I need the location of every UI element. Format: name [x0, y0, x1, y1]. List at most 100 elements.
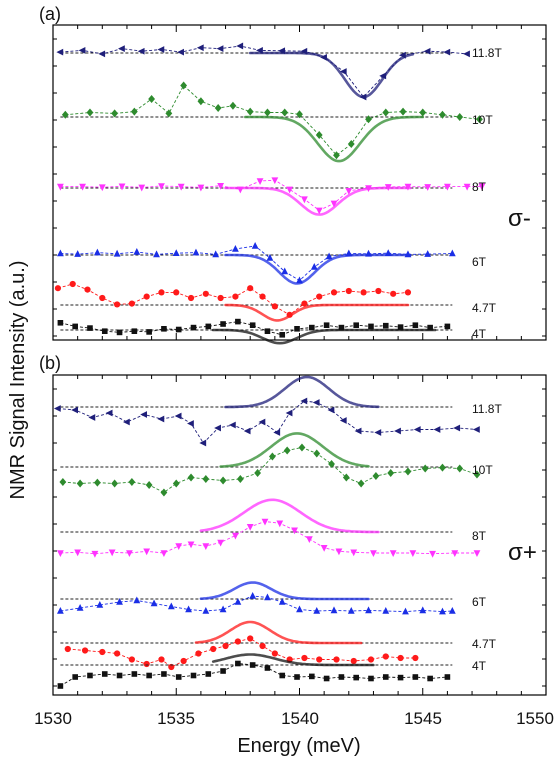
field-label: 6T [472, 595, 487, 609]
data-point [347, 140, 355, 148]
data-point [131, 328, 138, 334]
data-point [91, 550, 99, 558]
data-point [64, 645, 71, 653]
data-point [315, 131, 323, 139]
data-point [108, 549, 116, 557]
data-point [399, 51, 406, 59]
data-point [96, 601, 104, 608]
data-point [157, 415, 165, 423]
data-point [101, 328, 108, 334]
data-point [268, 452, 276, 461]
data-point [402, 607, 409, 615]
data-point [264, 108, 271, 117]
data-point [57, 683, 64, 689]
data-point [271, 303, 278, 310]
data-point [57, 320, 64, 326]
data-point [76, 604, 84, 611]
data-point [88, 414, 96, 421]
data-point [382, 322, 389, 329]
data-point [413, 426, 421, 433]
data-point [158, 183, 165, 191]
fit-curve [194, 620, 363, 645]
data-point [342, 473, 350, 482]
data-point [256, 178, 264, 185]
data-point [423, 47, 431, 55]
data-point [335, 548, 343, 556]
data-point [312, 399, 320, 406]
data-point [309, 673, 315, 680]
data-point [279, 332, 286, 338]
data-point [368, 323, 374, 330]
data-point [202, 475, 210, 483]
x-tick-label: 1545 [404, 709, 442, 728]
data-point [419, 606, 427, 614]
data-point [247, 635, 254, 642]
data-point [232, 245, 239, 252]
data-point [296, 276, 303, 284]
series-10T: 10T [60, 81, 493, 163]
data-point [323, 322, 330, 328]
data-point [133, 248, 141, 255]
panel-a-polarization: σ- [508, 205, 531, 232]
data-point [145, 481, 153, 489]
data-point [84, 286, 91, 293]
field-label: 11.8T [472, 402, 502, 416]
data-point [177, 183, 185, 191]
data-point [276, 520, 284, 528]
data-point [56, 550, 64, 557]
data-point [234, 638, 241, 645]
data-point [264, 328, 271, 334]
data-point [476, 115, 483, 124]
data-point [259, 642, 266, 650]
data-point [187, 294, 195, 302]
data-point [451, 550, 459, 557]
fit-curve [199, 581, 370, 601]
data-point [473, 470, 481, 479]
data-line [57, 400, 478, 444]
data-point [98, 184, 106, 192]
data-point [338, 674, 345, 680]
data-point [310, 263, 318, 270]
data-point [160, 488, 168, 497]
data-point [214, 424, 221, 432]
data-point [367, 656, 375, 663]
x-tick-label: 1550 [516, 709, 554, 728]
fit-curve [224, 303, 410, 322]
data-point [113, 650, 121, 657]
data-point [439, 607, 446, 615]
data-point [353, 674, 359, 681]
data-point [412, 654, 419, 662]
data-point [187, 541, 195, 549]
fit-curve [199, 498, 380, 534]
data-point [99, 294, 106, 302]
field-label: 4T [472, 327, 487, 341]
field-label: 6T [472, 255, 487, 269]
data-line [60, 595, 453, 613]
data-line [57, 283, 409, 316]
data-point [444, 183, 451, 191]
data-line [60, 245, 453, 282]
data-point [56, 607, 64, 614]
x-axis-label: Energy (meV) [237, 735, 360, 757]
data-point [279, 672, 286, 679]
data-point [412, 322, 419, 328]
data-point [212, 250, 220, 258]
field-label: 8T [472, 529, 487, 543]
data-point [78, 46, 86, 54]
data-line [60, 521, 477, 555]
data-point [214, 104, 222, 112]
data-point [394, 427, 401, 435]
data-point [264, 593, 271, 601]
data-point [323, 675, 330, 682]
data-point [444, 323, 451, 330]
series-6T: 6T [56, 242, 487, 285]
data-point [111, 479, 119, 488]
data-point [286, 186, 294, 194]
data-point [448, 607, 456, 614]
data-point [126, 550, 133, 557]
data-point [216, 45, 224, 52]
series-8T: 8T [56, 498, 487, 558]
data-point [175, 543, 183, 550]
fit-curve [211, 653, 375, 667]
axis-ticks [52, 25, 547, 695]
